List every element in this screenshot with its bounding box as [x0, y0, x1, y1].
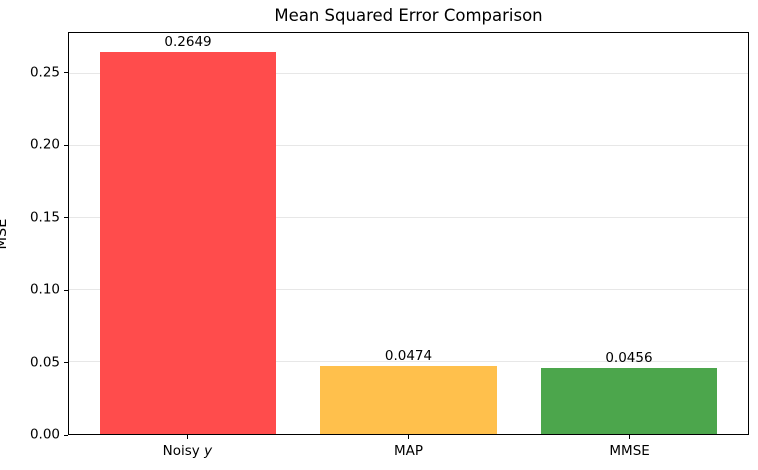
y-tick-mark: [64, 289, 68, 291]
bar-group: 0.0474: [320, 348, 497, 434]
y-tick-label: 0.10: [29, 281, 60, 298]
bar-value-label: 0.0474: [384, 347, 433, 364]
bar-group: 0.2649: [99, 34, 277, 434]
bar: [540, 368, 718, 434]
y-tick-label: 0.00: [29, 426, 60, 443]
gridline: [69, 361, 748, 363]
x-tick-label: MMSE: [609, 443, 650, 459]
gridline: [69, 145, 748, 147]
gridline: [69, 73, 748, 75]
y-tick-label: 0.05: [29, 353, 60, 370]
y-tick-label: 0.25: [29, 63, 60, 80]
gridline: [69, 289, 748, 291]
x-tick-mark: [629, 435, 631, 439]
x-tick-mark: [408, 435, 409, 439]
y-tick-mark: [64, 144, 68, 146]
x-tick-label: Noisy y: [162, 443, 213, 459]
chart-title: Mean Squared Error Comparison: [274, 6, 543, 25]
x-axis-ticks: Noisy y MAP MMSE: [68, 435, 749, 465]
bar-group: 0.0456: [540, 350, 718, 434]
y-tick-mark: [64, 362, 68, 364]
gridline: [69, 217, 748, 219]
bar: [99, 52, 277, 434]
bar-value-label: 0.2649: [164, 34, 212, 51]
y-tick-label: 0.15: [29, 208, 60, 225]
y-tick-label: 0.20: [29, 136, 60, 153]
y-tick-mark: [64, 72, 68, 74]
y-axis-ticks: 0.00 0.05 0.10 0.15 0.20 0.25: [0, 32, 68, 441]
x-tick-mark: [186, 435, 188, 439]
plot-area: 0.2649 0.0474 0.0456: [68, 32, 749, 435]
y-tick-mark: [64, 434, 68, 436]
bar-value-label: 0.0456: [605, 350, 653, 367]
x-tick-label: MAP: [393, 443, 424, 459]
bar: [320, 365, 497, 434]
y-tick-mark: [64, 217, 68, 219]
